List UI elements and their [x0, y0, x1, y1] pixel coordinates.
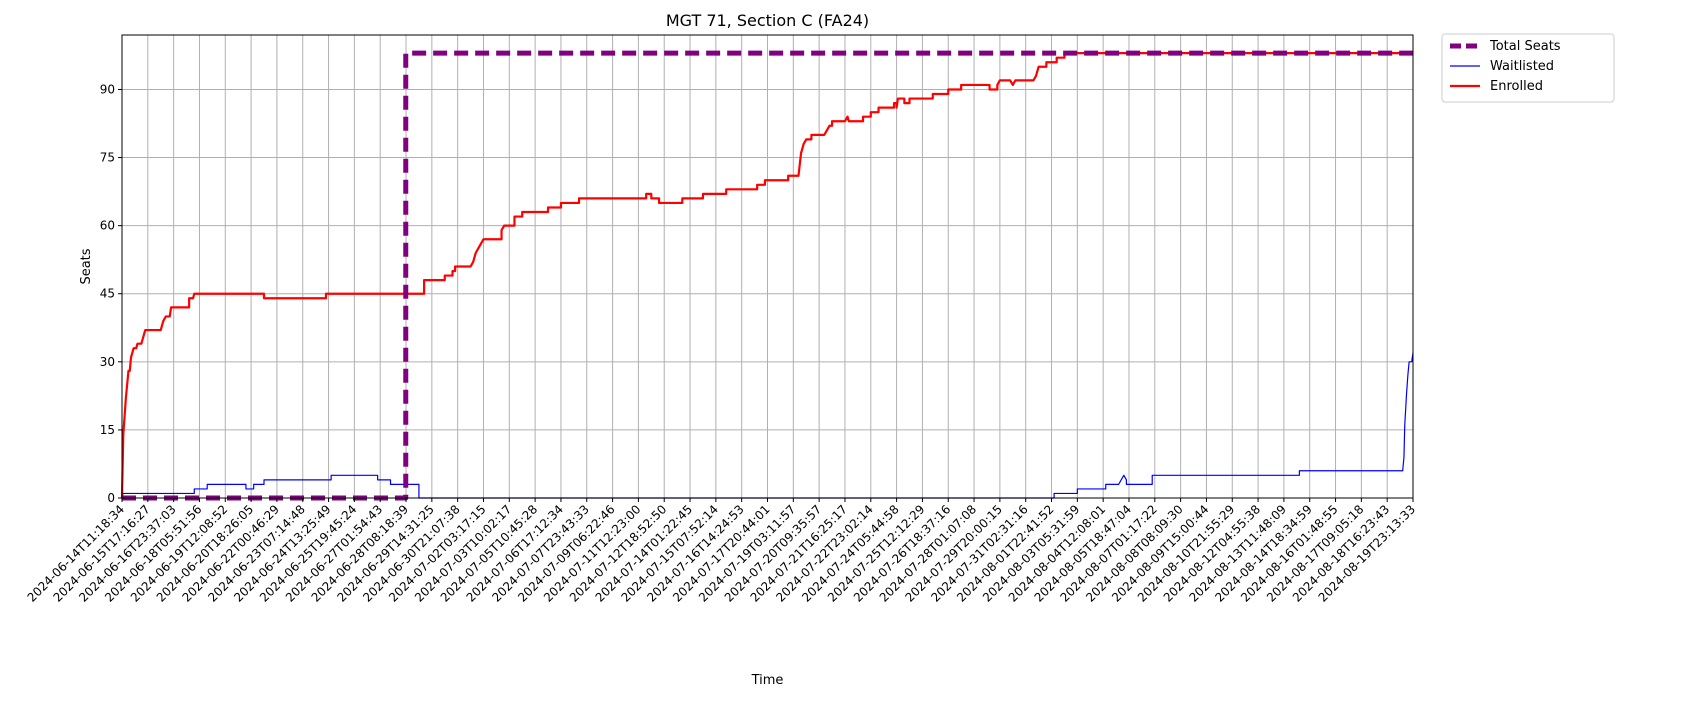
- grid: [121, 35, 1414, 499]
- y-tick-label: 90: [100, 82, 115, 96]
- y-tick-label: 75: [100, 151, 115, 165]
- chart-title: MGT 71, Section C (FA24): [666, 11, 869, 30]
- axis-ticks: 2024-06-14T11:18:342024-06-15T17:16:2720…: [25, 82, 1419, 604]
- series-line-enrolled: [120, 52, 1413, 499]
- y-tick-label: 15: [100, 423, 115, 437]
- legend-label: Waitlisted: [1490, 59, 1554, 74]
- legend-label: Enrolled: [1490, 79, 1543, 94]
- y-tick-label: 30: [100, 355, 115, 369]
- legend: Total Seats Waitlisted Enrolled: [1441, 33, 1615, 103]
- legend-box: [1441, 33, 1615, 103]
- y-tick-label: 0: [107, 491, 115, 505]
- y-tick-label: 45: [100, 287, 115, 301]
- y-axis-label: Seats: [79, 248, 94, 284]
- y-tick-label: 60: [100, 219, 115, 233]
- series-line-waitlisted: [122, 352, 1414, 499]
- x-axis-label: Time: [751, 673, 784, 688]
- legend-label: Total Seats: [1489, 39, 1561, 54]
